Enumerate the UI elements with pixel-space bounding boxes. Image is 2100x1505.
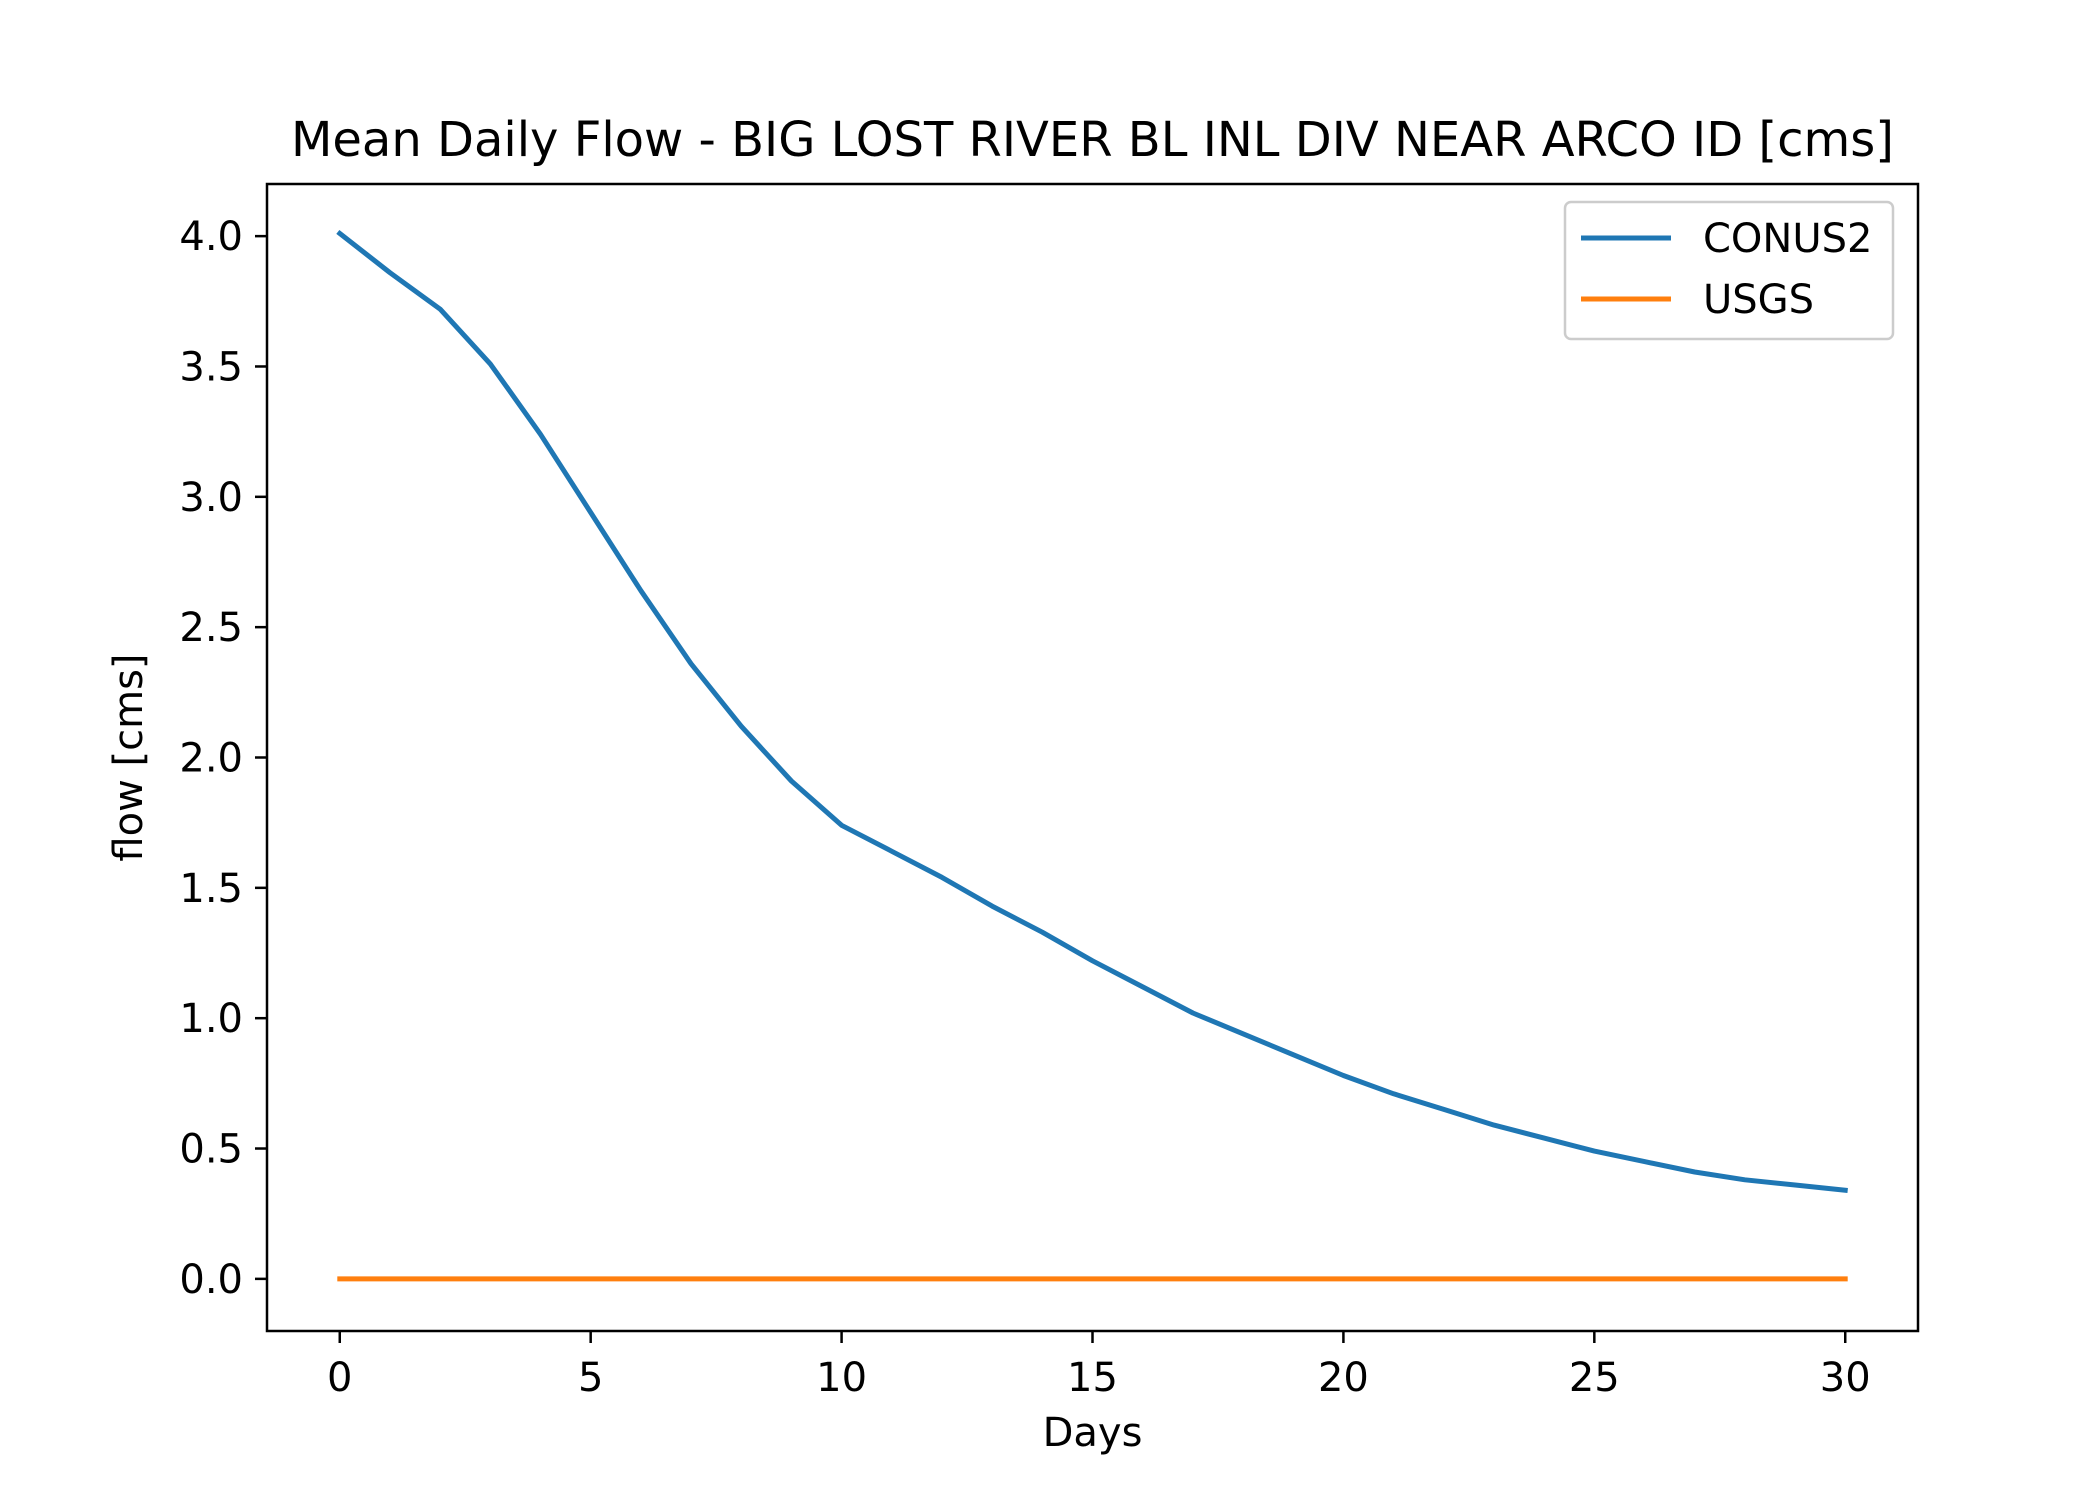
y-tick-label: 3.5	[179, 344, 243, 390]
x-tick-label: 0	[327, 1355, 352, 1401]
y-tick-label: 3.0	[179, 475, 243, 521]
x-axis-label: Days	[1043, 1410, 1143, 1456]
x-tick-label: 10	[816, 1355, 867, 1401]
y-tick-label: 1.5	[179, 866, 243, 912]
y-axis-label: flow [cms]	[106, 653, 152, 861]
x-tick-label: 30	[1820, 1355, 1871, 1401]
y-tick-label: 2.5	[179, 605, 243, 651]
y-tick-label: 4.0	[179, 214, 243, 260]
legend-label-conus2: CONUS2	[1703, 216, 1872, 262]
x-axis: 0 5 10 15 20 25 30	[327, 1331, 1871, 1401]
y-tick-label: 2.0	[179, 736, 243, 782]
chart-title: Mean Daily Flow - BIG LOST RIVER BL INL …	[291, 112, 1894, 168]
x-tick-label: 25	[1569, 1355, 1620, 1401]
series-layer	[336, 229, 1848, 1282]
legend: CONUS2 USGS	[1563, 200, 1895, 341]
y-axis: 0.0 0.5 1.0 1.5 2.0 2.5 3.0 3.5 4.0	[179, 214, 267, 1303]
y-tick-label: 0.5	[179, 1127, 243, 1173]
y-tick-label: 1.0	[179, 996, 243, 1042]
series-line-conus2	[336, 229, 1848, 1193]
y-tick-label: 0.0	[179, 1257, 243, 1303]
x-tick-label: 15	[1067, 1355, 1118, 1401]
x-tick-label: 20	[1318, 1355, 1369, 1401]
x-tick-label: 5	[578, 1355, 603, 1401]
legend-label-usgs: USGS	[1703, 277, 1814, 323]
